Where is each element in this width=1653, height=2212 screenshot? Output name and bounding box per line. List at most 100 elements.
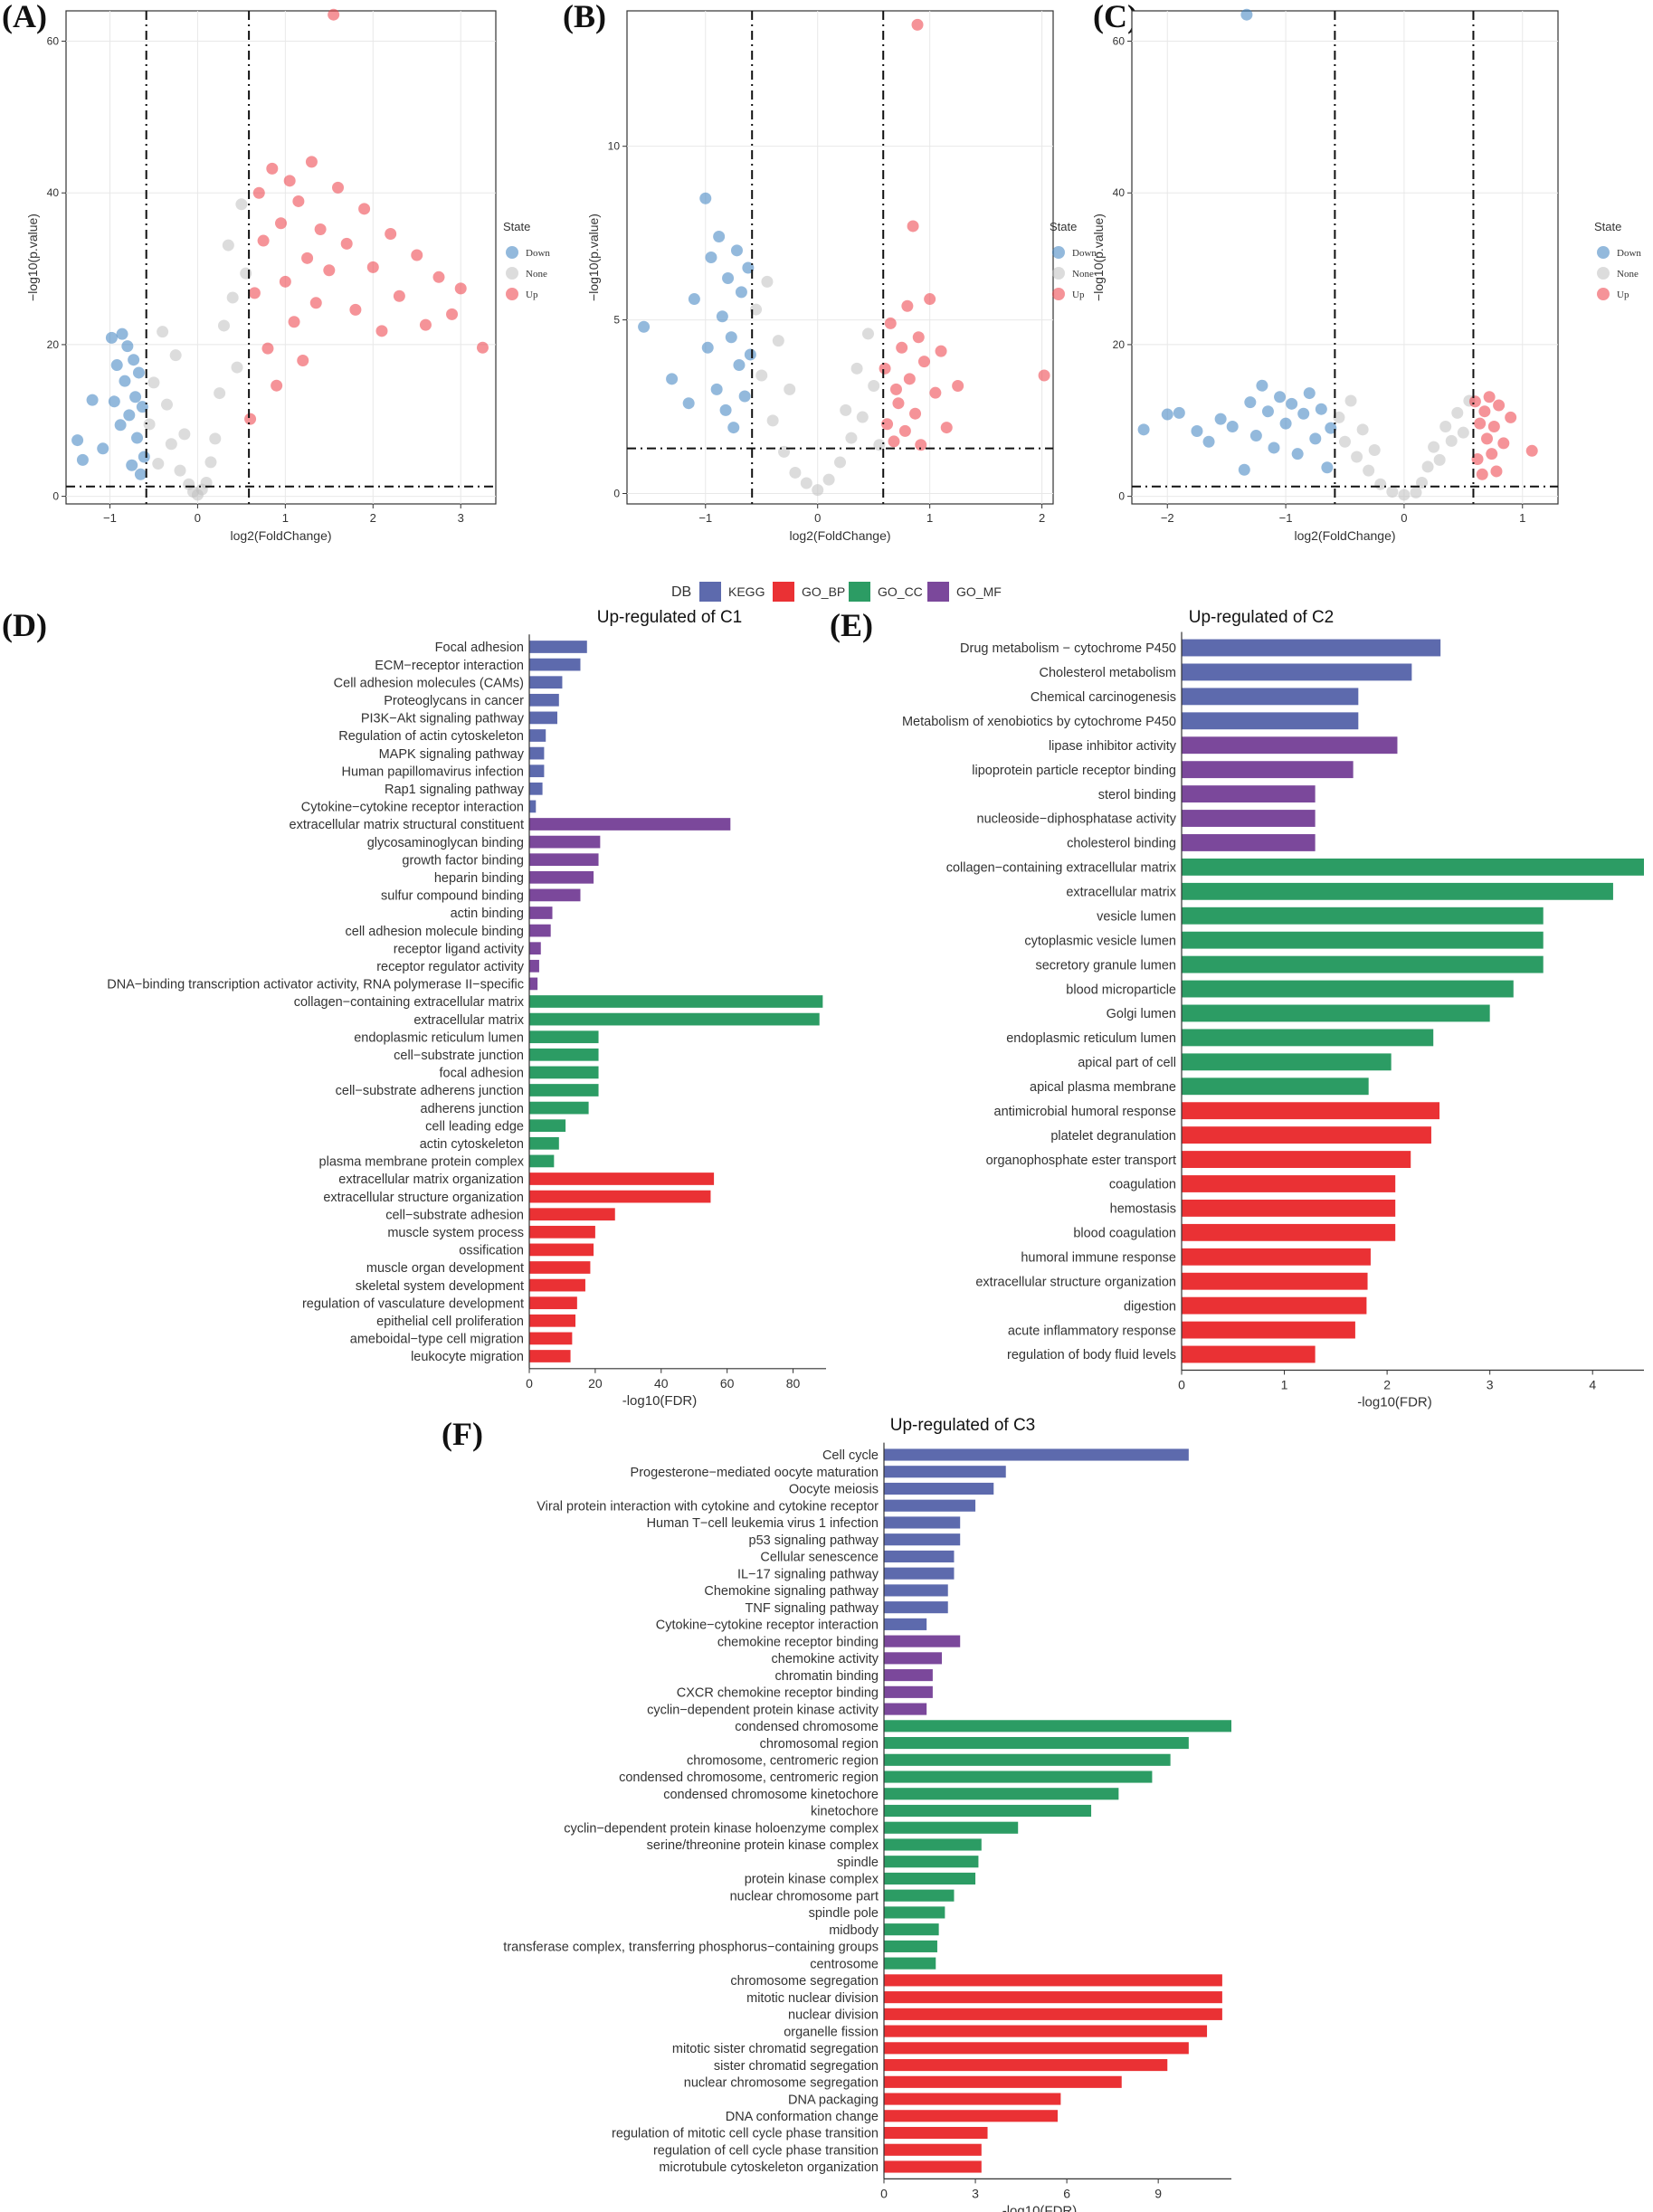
bar-label: apical part of cell (1078, 1056, 1176, 1070)
legend-title: State (1050, 220, 1077, 233)
point-none (822, 473, 835, 486)
bar-go-bp (1182, 1345, 1316, 1363)
point-none (772, 335, 784, 347)
bar-go-bp (1182, 1321, 1355, 1339)
point-down (716, 310, 728, 323)
bar-go-cc (884, 1923, 939, 1936)
bar-go-mf (884, 1685, 933, 1698)
point-up (446, 308, 459, 320)
point-down (1261, 405, 1274, 418)
legend-key-down (1052, 246, 1065, 259)
bar-label: platelet degranulation (1050, 1129, 1176, 1144)
panel-label-b: (B) (563, 0, 606, 34)
point-down (1303, 387, 1316, 400)
point-up (1493, 399, 1506, 412)
point-up (297, 355, 309, 367)
bar-label: leukocyte migration (411, 1350, 524, 1364)
bar-label: muscle organ development (366, 1261, 524, 1276)
point-up (349, 303, 362, 316)
point-down (1244, 396, 1257, 409)
bar-label: muscle system process (387, 1226, 524, 1240)
bar-label: Golgi lumen (1107, 1007, 1176, 1021)
point-up (332, 181, 345, 194)
point-down (86, 394, 99, 406)
point-down (105, 331, 118, 344)
point-none (750, 303, 763, 316)
bar-label: blood microparticle (1066, 983, 1176, 997)
point-up (248, 287, 261, 299)
bar-label: extracellular matrix structural constitu… (290, 818, 525, 832)
panel-label-c: (C) (1093, 0, 1138, 34)
point-none (800, 477, 812, 489)
point-none (1368, 443, 1381, 456)
bar-go-cc (884, 1788, 1119, 1800)
bar-go-cc (884, 1821, 1019, 1834)
x-tick-label: 0 (195, 511, 201, 525)
bar-go-cc (884, 1940, 937, 1952)
legend-key-none (506, 267, 518, 280)
point-up (366, 261, 379, 273)
bar-go-cc (884, 1771, 1153, 1783)
bar-label: digestion (1124, 1299, 1176, 1314)
x-tick-label: 0 (1401, 511, 1407, 525)
legend-label-up: Up (526, 290, 538, 300)
point-down (713, 230, 726, 242)
bar-go-bp (529, 1243, 594, 1257)
point-down (1238, 463, 1250, 476)
bar-go-cc (1182, 858, 1644, 876)
panel-label-e: (E) (830, 607, 873, 643)
bar-go-bp (1182, 1296, 1367, 1315)
point-none (856, 411, 869, 423)
point-up (393, 290, 405, 302)
point-none (217, 319, 230, 332)
bar-label: mitotic sister chromatid segregation (672, 2042, 879, 2056)
point-up (301, 252, 314, 264)
bar-go-bp (529, 1208, 615, 1221)
point-up (892, 397, 905, 410)
point-up (292, 195, 305, 207)
point-none (226, 291, 239, 304)
bar-label: sulfur compound binding (381, 889, 524, 904)
point-up (903, 373, 916, 385)
bar-go-mf (529, 907, 553, 919)
bar-go-bp (884, 2160, 982, 2173)
bar-go-cc (884, 1889, 955, 1902)
bar-go-mf (1182, 736, 1398, 755)
bar-label: growth factor binding (402, 853, 524, 868)
point-down (666, 373, 679, 385)
point-up (909, 407, 922, 420)
point-none (157, 326, 169, 338)
bar-label: actin cytoskeleton (420, 1137, 524, 1152)
point-down (1268, 441, 1280, 454)
x-tick-label: 3 (458, 511, 464, 525)
bar-go-cc (884, 1856, 979, 1868)
point-none (160, 398, 173, 411)
point-none (1344, 394, 1357, 407)
bar-label: cholesterol binding (1067, 837, 1176, 851)
bar-label: receptor ligand activity (394, 942, 525, 956)
legend-key-up (1597, 288, 1610, 300)
bar-label: Cellular senescence (760, 1551, 879, 1565)
bar-label: cell−substrate junction (394, 1049, 524, 1063)
point-up (1471, 453, 1484, 466)
bar-go-bp (529, 1332, 573, 1345)
bar-go-bp (529, 1225, 595, 1239)
point-down (1297, 407, 1310, 420)
legend-key-up (506, 288, 518, 300)
point-down (638, 320, 651, 333)
bar-label: antimicrobial humoral response (994, 1105, 1177, 1119)
point-down (1137, 423, 1150, 436)
bar-go-cc (529, 1154, 555, 1168)
point-up (901, 299, 914, 312)
point-none (868, 380, 880, 393)
point-none (761, 275, 774, 288)
bar-go-cc (1182, 1053, 1392, 1071)
x-tick-label: −1 (1279, 511, 1293, 525)
bar-go-mf (884, 1669, 933, 1682)
bar-label: nuclear chromosome part (730, 1889, 879, 1903)
bar-label: lipoprotein particle receptor binding (972, 764, 1176, 778)
bar-label: chromosome segregation (730, 1974, 879, 1989)
bar-label: Drug metabolism − cytochrome P450 (960, 641, 1176, 656)
db-legend-label-go-mf: GO_MF (956, 584, 1002, 599)
